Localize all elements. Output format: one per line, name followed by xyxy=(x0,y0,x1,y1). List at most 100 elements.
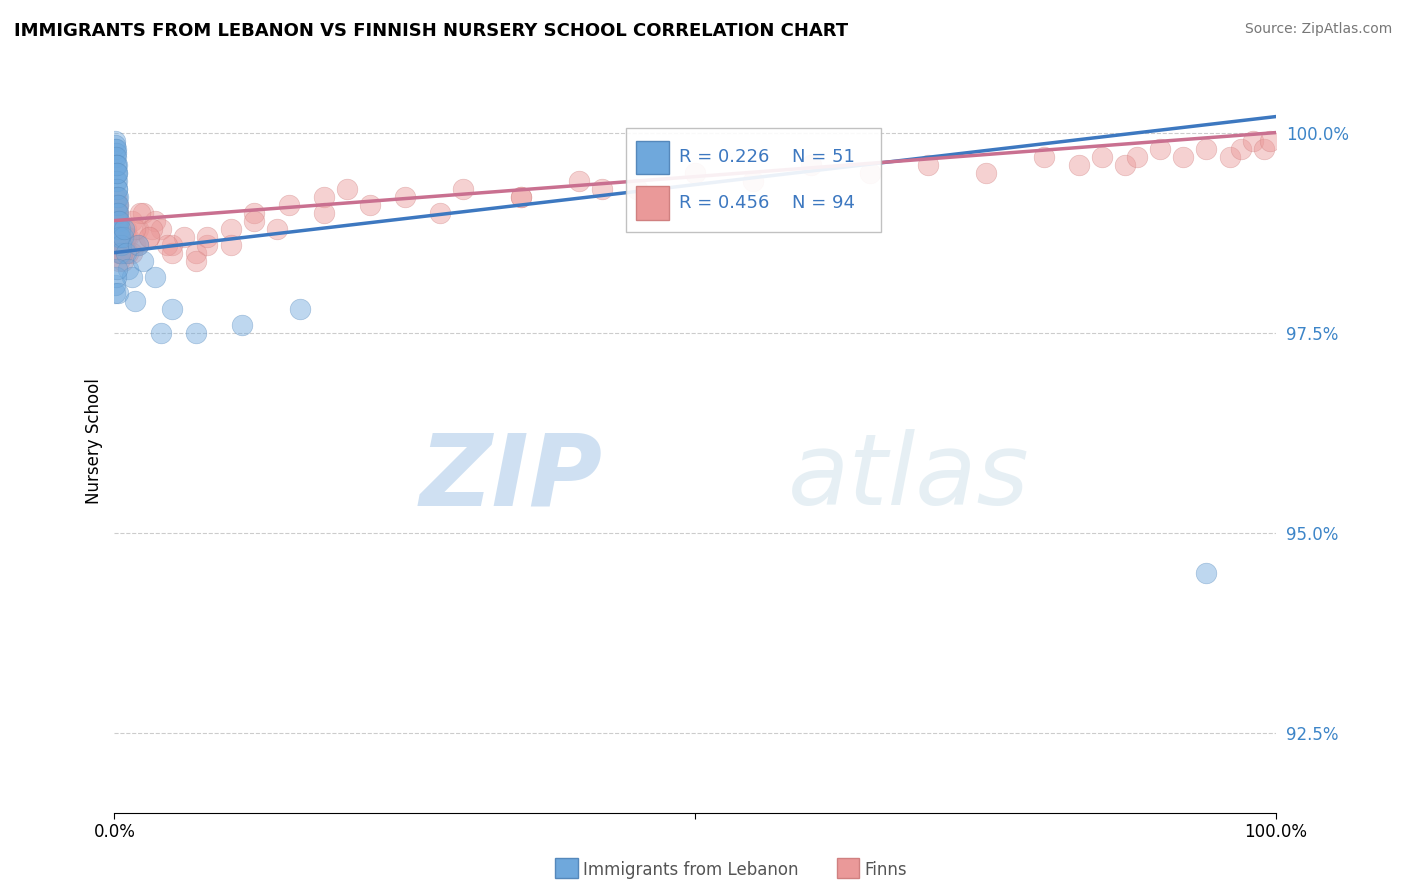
Point xyxy=(104,150,127,164)
Point xyxy=(683,165,706,179)
Point xyxy=(1258,134,1281,148)
Point xyxy=(108,213,131,227)
Point xyxy=(104,213,127,227)
Point xyxy=(108,221,131,235)
Point xyxy=(105,157,128,171)
Point xyxy=(107,213,129,227)
Point xyxy=(1219,150,1241,164)
Point xyxy=(132,253,155,268)
Point xyxy=(243,213,266,227)
Point xyxy=(124,221,146,235)
Point xyxy=(121,213,143,227)
Point xyxy=(138,229,160,244)
Point xyxy=(143,213,166,227)
Point xyxy=(104,189,127,203)
Point xyxy=(105,213,128,227)
Point xyxy=(110,229,132,244)
Point xyxy=(105,189,128,203)
Point xyxy=(1149,142,1171,156)
Point xyxy=(108,229,131,244)
Point xyxy=(219,237,242,252)
Point xyxy=(105,205,128,219)
Point xyxy=(105,165,128,179)
Point xyxy=(105,165,128,179)
Point xyxy=(110,237,132,252)
Point xyxy=(108,253,131,268)
Point xyxy=(124,237,146,252)
Point xyxy=(115,221,138,235)
Point xyxy=(121,245,143,260)
Point xyxy=(1125,150,1147,164)
Point xyxy=(115,229,138,244)
Point xyxy=(107,237,129,252)
Point xyxy=(451,181,474,195)
Point xyxy=(162,245,184,260)
Point xyxy=(1091,150,1114,164)
Point xyxy=(117,245,139,260)
Point xyxy=(231,318,253,332)
Point xyxy=(195,237,218,252)
Point xyxy=(290,301,312,316)
Point xyxy=(568,173,591,187)
Point xyxy=(108,229,131,244)
Point xyxy=(591,181,613,195)
Point xyxy=(105,237,128,252)
Point xyxy=(138,229,160,244)
Point xyxy=(1067,157,1090,171)
Point xyxy=(110,245,132,260)
Point xyxy=(104,197,127,211)
Point xyxy=(336,181,359,195)
Point xyxy=(104,134,127,148)
Point xyxy=(110,237,132,252)
Point xyxy=(104,165,127,179)
Point xyxy=(108,245,131,260)
Point xyxy=(108,229,131,244)
Point xyxy=(105,197,128,211)
Point xyxy=(510,189,533,203)
Point xyxy=(104,137,127,152)
Point xyxy=(184,253,207,268)
Point xyxy=(129,205,152,219)
Point xyxy=(111,253,134,268)
Point xyxy=(243,205,266,219)
Point xyxy=(277,197,299,211)
Point xyxy=(104,269,127,284)
Point xyxy=(195,229,218,244)
Point xyxy=(105,157,128,171)
Point xyxy=(104,142,127,156)
Point xyxy=(111,245,134,260)
Point xyxy=(127,221,149,235)
Point xyxy=(111,229,134,244)
Point xyxy=(1241,134,1264,148)
Point xyxy=(143,269,166,284)
Point xyxy=(359,197,381,211)
Text: Source: ZipAtlas.com: Source: ZipAtlas.com xyxy=(1244,22,1392,37)
Point xyxy=(184,245,207,260)
Point xyxy=(104,150,127,164)
Point xyxy=(173,229,195,244)
Point xyxy=(104,157,127,171)
Point xyxy=(312,189,335,203)
Point xyxy=(917,157,939,171)
Point xyxy=(107,205,129,219)
Point xyxy=(1114,157,1136,171)
Point xyxy=(156,237,179,252)
Point xyxy=(1173,150,1195,164)
Text: IMMIGRANTS FROM LEBANON VS FINNISH NURSERY SCHOOL CORRELATION CHART: IMMIGRANTS FROM LEBANON VS FINNISH NURSE… xyxy=(14,22,848,40)
Point xyxy=(104,145,127,160)
Point xyxy=(107,285,129,300)
Point xyxy=(105,221,128,235)
Point xyxy=(107,189,129,203)
Text: ZIP: ZIP xyxy=(419,429,602,526)
Point xyxy=(800,157,823,171)
Text: atlas: atlas xyxy=(789,429,1029,526)
Point xyxy=(162,237,184,252)
Point xyxy=(1195,142,1218,156)
Point xyxy=(394,189,416,203)
Point xyxy=(124,293,146,308)
Point xyxy=(141,221,163,235)
Point xyxy=(742,173,765,187)
Point xyxy=(127,237,149,252)
Point xyxy=(104,197,127,211)
Point xyxy=(510,189,533,203)
